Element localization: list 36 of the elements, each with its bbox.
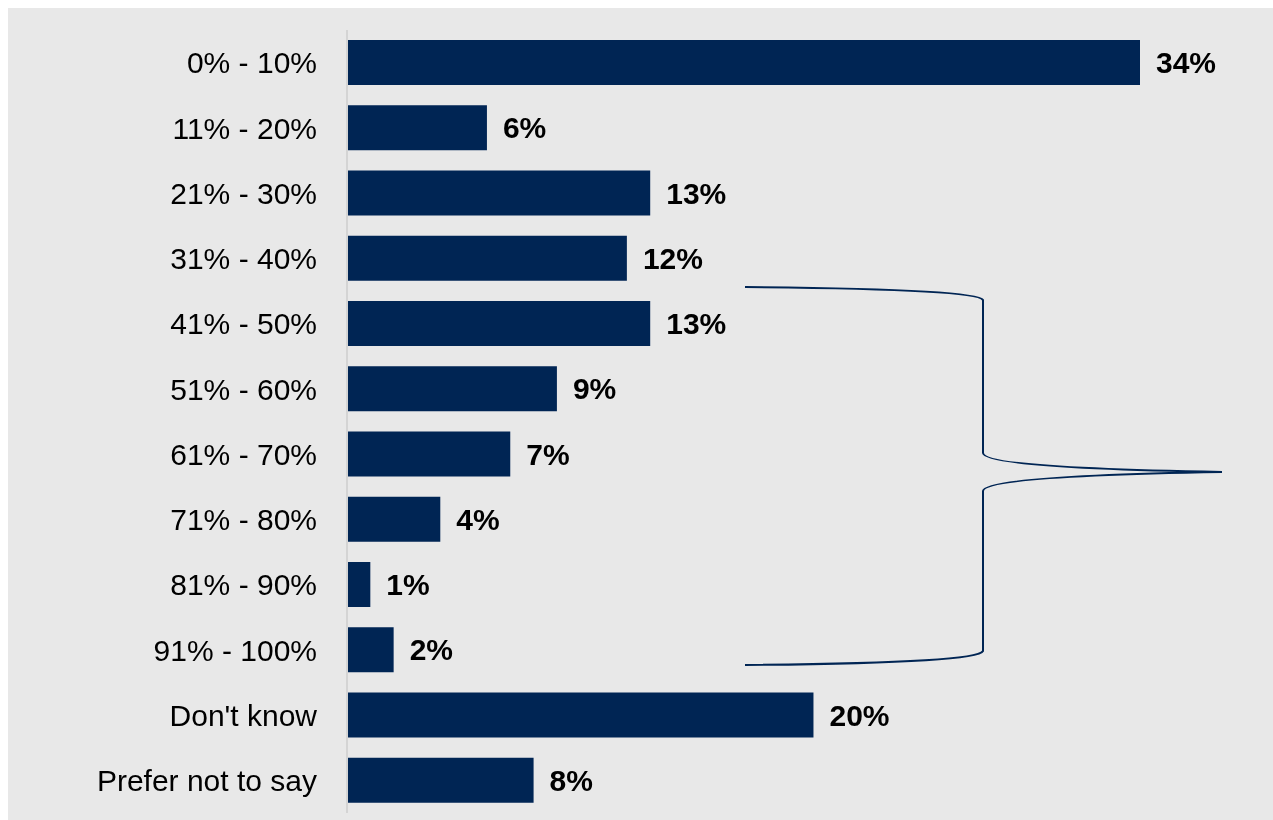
data-label: 7% (526, 437, 570, 471)
y-tick-label: Don't know (169, 698, 318, 732)
bar (347, 235, 627, 281)
bar (347, 366, 557, 412)
bar (347, 627, 394, 673)
bar (347, 562, 371, 607)
data-label: 6% (502, 111, 547, 145)
data-label: 13% (666, 176, 727, 210)
data-label: 13% (666, 307, 727, 341)
y-tick-label: 21% - 30% (170, 176, 317, 210)
bar (347, 692, 814, 738)
y-tick-label: 11% - 20% (172, 111, 317, 145)
y-tick-label: 71% - 80% (170, 503, 317, 537)
bar (347, 170, 651, 216)
y-tick-label: 61% - 70% (170, 437, 317, 471)
bar (347, 431, 511, 477)
bar (347, 105, 487, 151)
y-tick-label: 41% - 50% (170, 307, 317, 341)
y-tick-label: 0% - 10% (186, 46, 317, 80)
data-label: 2% (409, 633, 454, 667)
bar (347, 757, 534, 803)
y-tick-label: 81% - 90% (170, 568, 317, 602)
data-label: 8% (549, 763, 593, 797)
y-tick-label: 51% - 60% (170, 372, 317, 406)
y-tick-label: 31% - 40% (170, 242, 317, 276)
data-label: 9% (572, 372, 617, 406)
data-label: 1% (386, 568, 430, 602)
data-label: 20% (829, 698, 890, 732)
y-tick-label: 91% - 100% (153, 633, 317, 667)
bar (347, 301, 651, 346)
bar (347, 496, 441, 542)
bar (347, 40, 1140, 85)
data-label: 34% (1156, 46, 1217, 80)
data-label: 12% (642, 241, 703, 275)
y-tick-label: Prefer not to say (96, 764, 317, 798)
data-label: 4% (456, 502, 500, 536)
